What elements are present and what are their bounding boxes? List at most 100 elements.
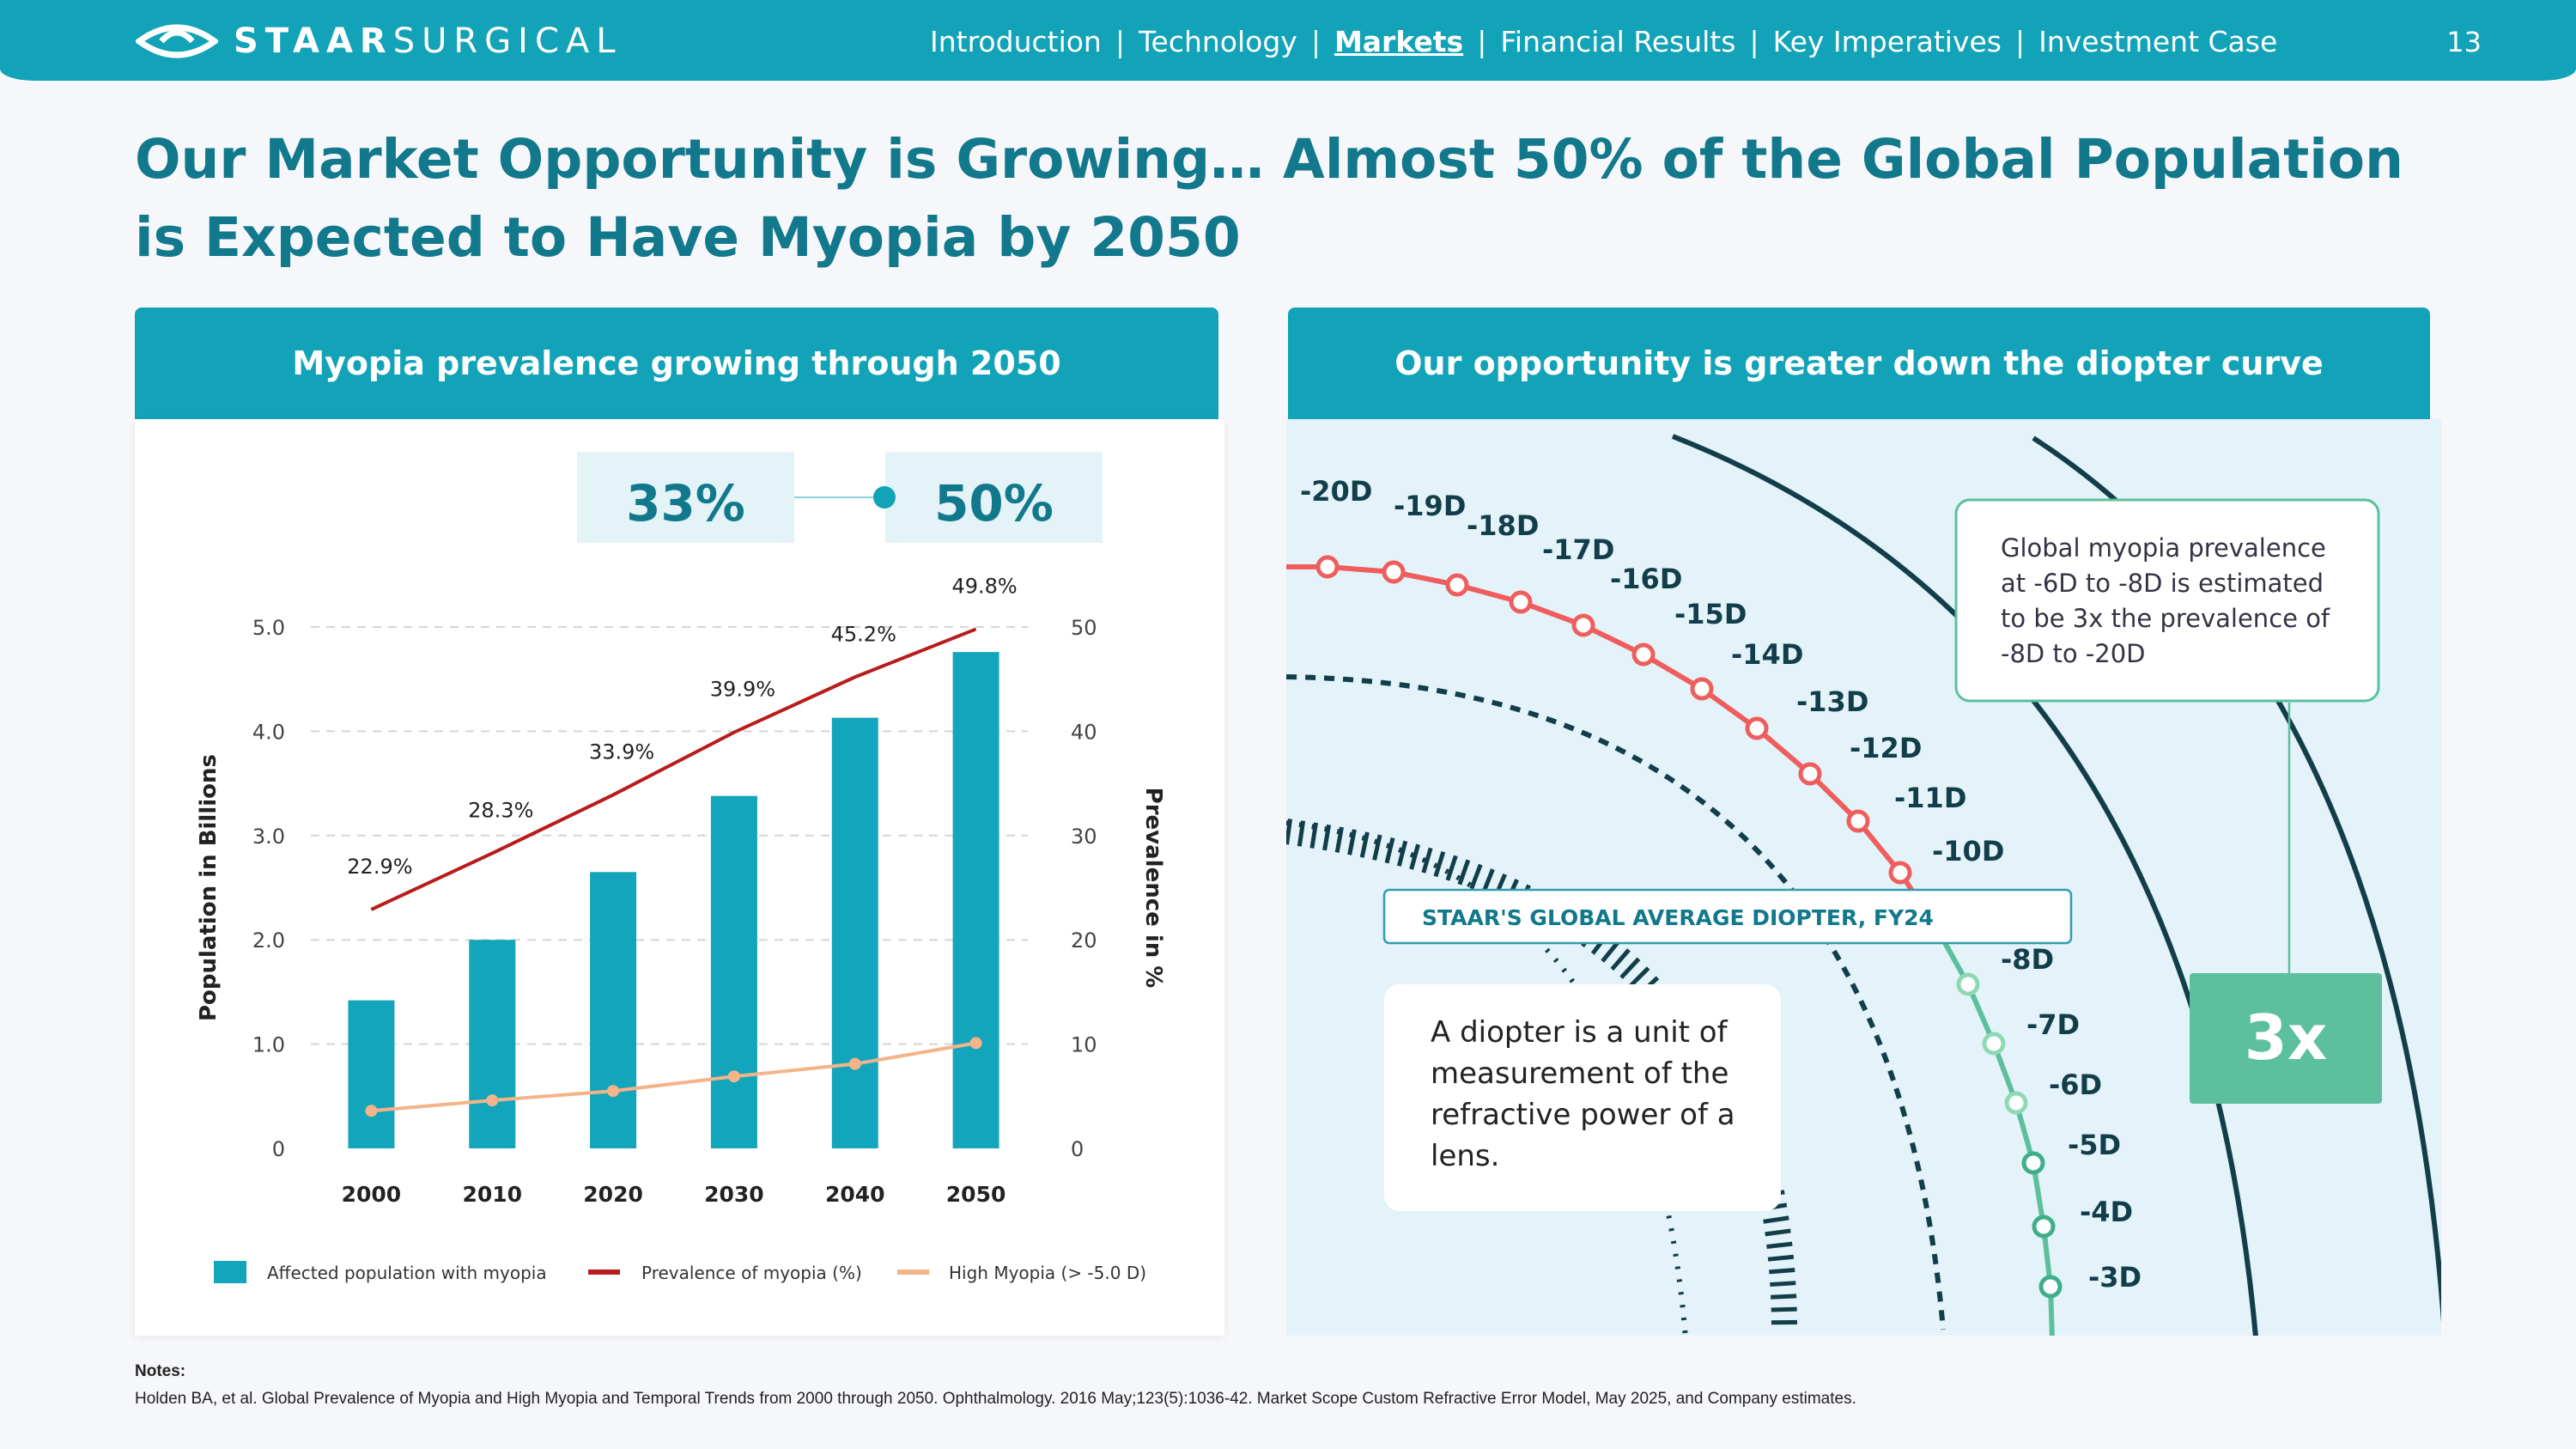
nav-separator: | — [1477, 24, 1487, 58]
x-tick-label: 2030 — [704, 1182, 764, 1207]
diopter-point--20D — [1315, 555, 1340, 579]
diopter-point--13D — [1745, 716, 1769, 740]
diopter-label: -7D — [2026, 1008, 2080, 1041]
multiplier-value: 3x — [2245, 1002, 2328, 1074]
diopter-label: -15D — [1674, 598, 1747, 630]
diopter-label: -18D — [1467, 509, 1539, 542]
high-myopia-point — [848, 1057, 861, 1070]
diopter-label: -4D — [2080, 1196, 2133, 1228]
diopter-point--4D — [2032, 1215, 2056, 1239]
diopter-point--7D — [1982, 1032, 2006, 1056]
eye-logo-icon — [136, 24, 218, 58]
y-tick-label: 3.0 — [252, 825, 285, 849]
staar-average-box — [1382, 888, 2073, 945]
legend-bar-label: Affected population with myopia — [267, 1263, 547, 1283]
high-myopia-point — [365, 1105, 378, 1117]
y-tick-label: 5.0 — [252, 616, 285, 640]
definition-box — [1384, 984, 1781, 1211]
y-tick-label: 4.0 — [252, 720, 285, 744]
bar-2040 — [831, 717, 878, 1148]
callout-box — [1954, 498, 2380, 703]
diopter-label: -5D — [2068, 1129, 2121, 1161]
diopter-point--14D — [1690, 677, 1714, 701]
bar-2020 — [590, 872, 637, 1148]
diopter-label: -8D — [2001, 943, 2054, 976]
company-logo[interactable]: STAAR SURGICAL — [136, 19, 623, 64]
diopter-point--5D — [2021, 1151, 2045, 1175]
diopter-label: -10D — [1932, 835, 2004, 868]
bar-2030 — [710, 795, 757, 1148]
y-tick-label: 0 — [272, 1137, 285, 1161]
notes: Notes: Holden BA, et al. Global Prevalen… — [135, 1362, 1856, 1409]
tick-arc-lower — [1759, 1190, 1797, 1330]
diopter-curve-card: -20D -19D -18D -17D -16D -15D -14D -13D -12D -11D… — [1286, 419, 2441, 1336]
x-tick-label: 2020 — [583, 1182, 643, 1207]
text-line: to be 3x the prevalence of — [2001, 604, 2330, 633]
page-title: Our Market Opportunity is Growing… Almos… — [135, 128, 2403, 269]
prevalence-data-label: 39.9% — [710, 678, 775, 702]
page-number: 13 — [2446, 26, 2482, 58]
y2-tick-label: 30 — [1071, 825, 1097, 849]
y-axis-label: Population in Billions — [196, 754, 222, 1021]
callout-text: Global myopia prevalence at -6D to -8D is… — [2001, 533, 2330, 668]
y2-tick-label: 40 — [1071, 720, 1097, 744]
high-myopia-point — [607, 1085, 620, 1098]
bar-2050 — [952, 652, 999, 1148]
second-arc — [1671, 434, 2258, 1336]
prevalence-data-label: 33.9% — [589, 740, 654, 764]
text-line: refractive power of a — [1431, 1098, 1735, 1132]
nav-technology[interactable]: Technology — [1138, 24, 1297, 58]
notes-title: Notes: — [135, 1362, 186, 1380]
diopter-definition: A diopter is a unit of measurement of the… — [1431, 1015, 1735, 1173]
nav-introduction[interactable]: Introduction — [930, 24, 1102, 58]
x-tick-label: 2010 — [462, 1182, 522, 1207]
high-myopia-point — [969, 1037, 982, 1050]
legend-high-myopia-label: High Myopia (> -5.0 D) — [949, 1263, 1146, 1283]
prevalence-data-label: 49.8% — [951, 574, 1017, 598]
y2-axis-label: Prevalence in % — [1140, 788, 1166, 989]
nav-financial-results[interactable]: Financial Results — [1500, 24, 1736, 58]
diopter-label: -14D — [1731, 638, 1803, 671]
text-line: Global myopia prevalence — [2001, 533, 2326, 563]
diopter-label: -19D — [1394, 490, 1466, 522]
text-line: -8D to -20D — [2001, 639, 2146, 668]
nav-markets[interactable]: Markets — [1334, 24, 1464, 58]
y2-tick-label: 0 — [1071, 1137, 1084, 1161]
diopter-point--12D — [1798, 762, 1822, 786]
diopter-point--16D — [1571, 613, 1595, 637]
myopia-chart-card: 33% 50% 0 1.0 2.0 3.0 4.0 5.0 0 10 20 30 40 50 Populat… — [135, 419, 1224, 1336]
diopter-point--19D — [1382, 560, 1406, 584]
high-myopia-point — [486, 1094, 499, 1107]
prevalence-data-label: 45.2% — [831, 622, 896, 646]
diopter-point--11D — [1846, 809, 1870, 833]
staar-average-label: STAAR'S GLOBAL AVERAGE DIOPTER, FY24 — [1422, 905, 1934, 930]
logo-text-light: SURGICAL — [392, 21, 623, 61]
dashed-arc — [1286, 674, 1946, 1330]
text-line: lens. — [1431, 1139, 1499, 1173]
bar-2010 — [469, 940, 516, 1148]
diopter-label: -17D — [1542, 533, 1614, 566]
y2-tick-label: 50 — [1071, 616, 1097, 640]
diopter-point--6D — [2004, 1091, 2028, 1115]
highlight-dot — [873, 486, 896, 508]
diopter-curve-green — [1933, 924, 2055, 1336]
text-line: measurement of the — [1431, 1056, 1728, 1091]
prevalence-line — [370, 627, 977, 911]
nav-separator: | — [2014, 24, 2026, 58]
notes-source: Holden BA, et al. Global Prevalence of M… — [135, 1390, 1856, 1408]
diopter-label: -3D — [2088, 1261, 2142, 1294]
nav-investment-case[interactable]: Investment Case — [2038, 24, 2278, 58]
diopter-curve-diagram: -20D -19D-18D-17D-16D-15D -14D -13D -12D -11D… — [1286, 434, 2441, 1336]
main-nav: Introduction | Technology | Markets | Fi… — [930, 24, 2277, 58]
diopter-point--15D — [1631, 642, 1656, 667]
y-tick-label: 1.0 — [252, 1033, 285, 1057]
nav-key-imperatives[interactable]: Key Imperatives — [1772, 24, 2002, 58]
diopter-label: -13D — [1796, 685, 1868, 718]
legend-prevalence-label: Prevalence of myopia (%) — [641, 1263, 862, 1283]
myopia-prevalence-chart: 33% 50%01.02.03.04.05.001020304050Populat… — [196, 452, 1166, 1283]
diopter-label: -6D — [2049, 1068, 2102, 1101]
text-line: at -6D to -8D is estimated — [2001, 569, 2324, 598]
highlight-2050-value: 50% — [934, 474, 1054, 533]
y2-tick-label: 20 — [1071, 928, 1097, 953]
bar-2000 — [348, 1000, 395, 1148]
